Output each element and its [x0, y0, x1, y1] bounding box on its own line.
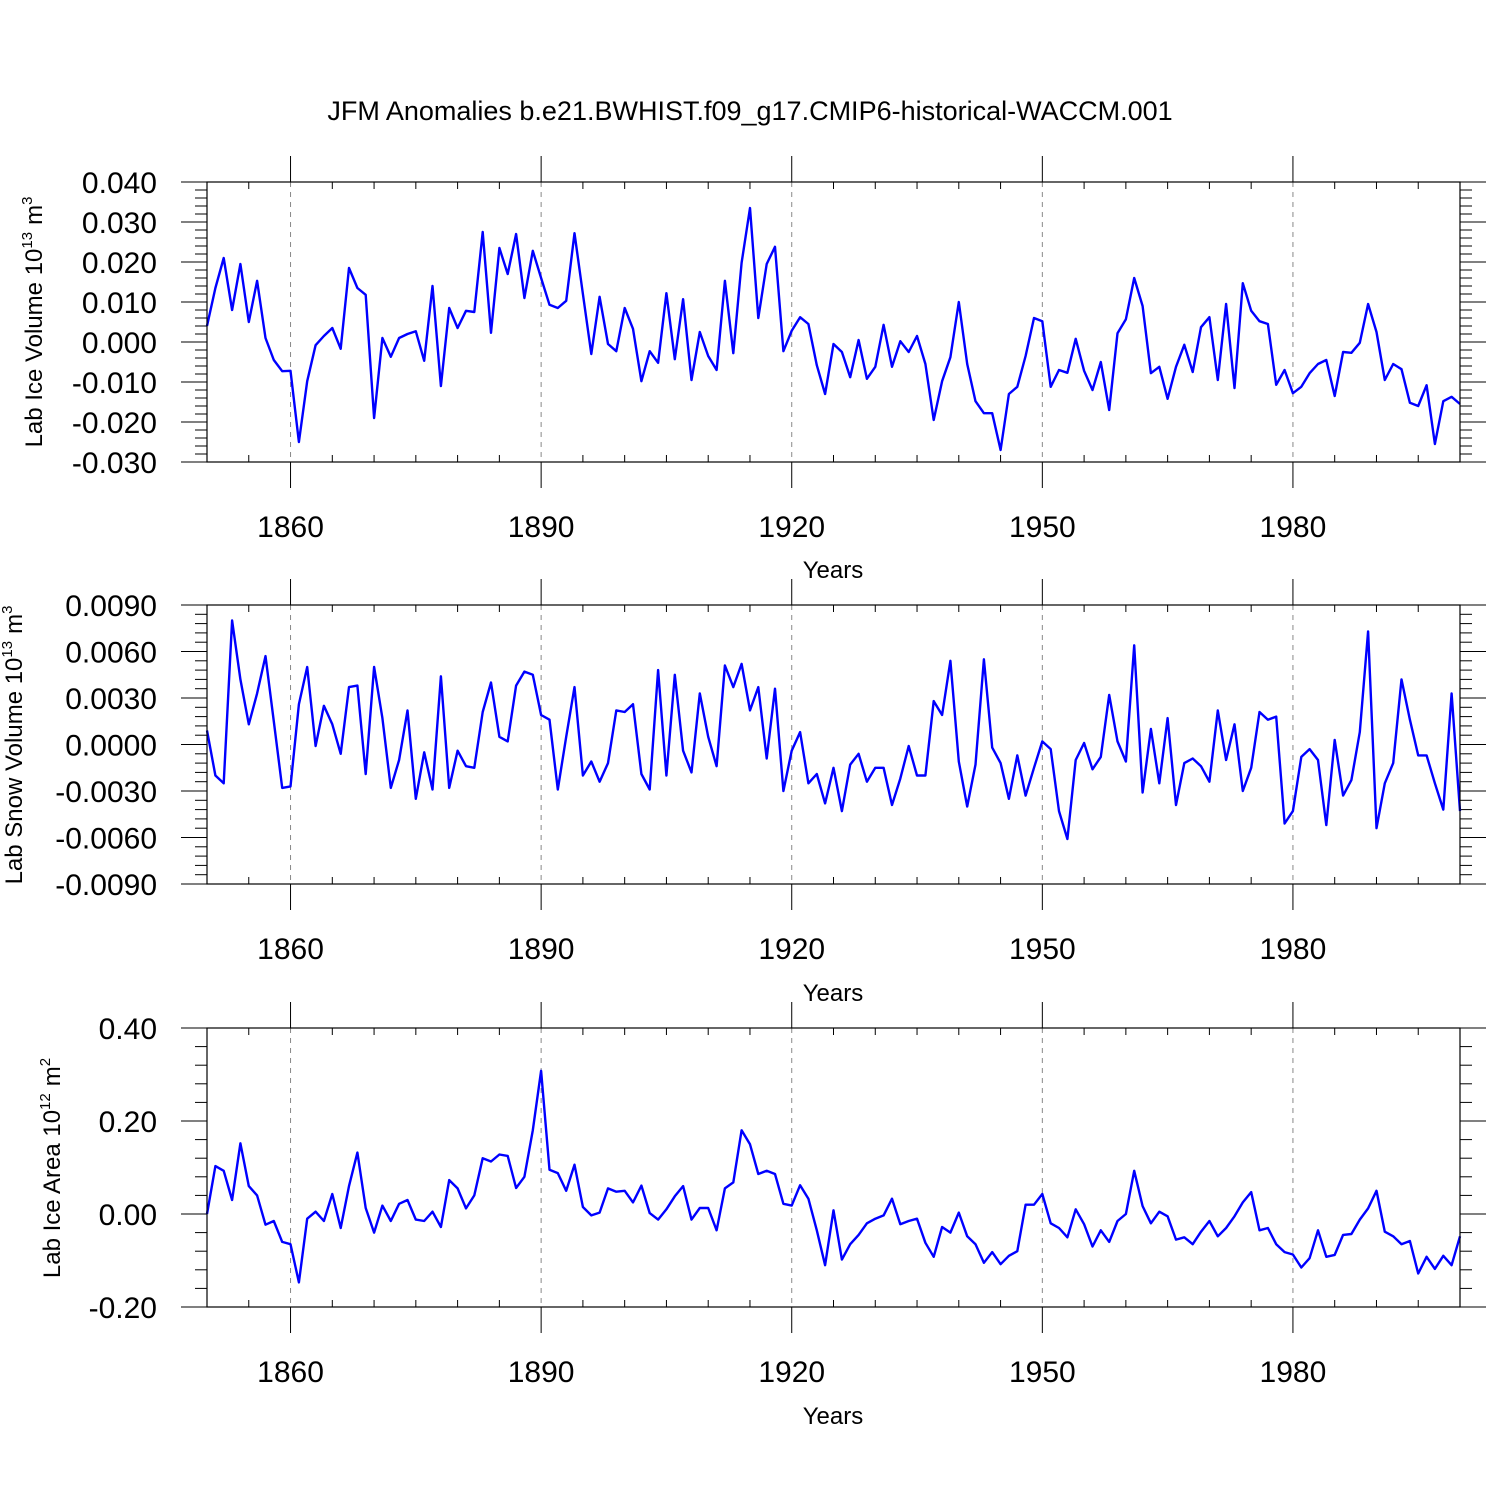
ylabel-unit-exponent: 2: [37, 1058, 54, 1066]
y-tick-label: 0.0060: [65, 637, 157, 670]
plot-frame: [206, 604, 1461, 885]
plot-frame: [206, 1027, 1461, 1308]
panel-ice-volume: Lab Ice Volume 1013 m3 Years 1860 1890 1920…: [19, 156, 1486, 584]
x-tick-label: 1860: [257, 1356, 324, 1389]
y-tick-label: 0.010: [82, 287, 157, 320]
y-tick-label: -0.010: [72, 367, 157, 400]
y-tick-label: 0.030: [82, 207, 157, 240]
panel-ice-area-xlabel: Years: [803, 1403, 864, 1430]
x-tick-label: 1920: [758, 511, 825, 544]
y-tick-label: 0.040: [82, 167, 157, 200]
y-tick-label: 0.00: [99, 1199, 157, 1232]
y-tick-label: 0.40: [99, 1013, 157, 1046]
panel-ice-area-ylabel: Lab Ice Area 1012 m2: [37, 1058, 66, 1278]
panel-ice-area: Lab Ice Area 1012 m2 Years 1860 1890 1920 19…: [37, 1002, 1486, 1430]
y-tick-label: -0.0060: [55, 823, 157, 856]
x-tick-label: 1860: [257, 511, 324, 544]
y-tick-label: -0.0030: [55, 776, 157, 809]
x-tick-label: 1980: [1260, 511, 1327, 544]
ylabel-unit: m: [21, 205, 48, 225]
ylabel-unit: m: [39, 1066, 66, 1086]
ylabel-main: Lab Ice Volume 10: [21, 249, 48, 448]
chart-title: JFM Anomalies b.e21.BWHIST.f09_g17.CMIP6…: [327, 96, 1172, 126]
series-line: [205, 1069, 1462, 1284]
y-tick-label: -0.0090: [55, 869, 157, 902]
y-tick-label: -0.020: [72, 407, 157, 440]
x-tick-label: 1860: [257, 933, 324, 966]
ylabel-unit-exponent: 3: [19, 197, 36, 205]
x-tick-label: 1920: [758, 1356, 825, 1389]
plot-frame: [206, 181, 1461, 463]
y-tick-label: 0.20: [99, 1106, 157, 1139]
x-tick-label: 1950: [1009, 511, 1076, 544]
series-line: [205, 206, 1461, 452]
x-tick-label: 1950: [1009, 1356, 1076, 1389]
x-tick-label: 1890: [508, 1356, 575, 1389]
series-line: [205, 619, 1462, 841]
y-tick-label: 0.0000: [65, 730, 157, 763]
ylabel-main: Lab Ice Area 10: [39, 1110, 66, 1278]
ylabel-unit: m: [1, 614, 28, 634]
y-tick-label: 0.000: [82, 327, 157, 360]
ylabel-exponent: 13: [0, 641, 16, 658]
x-tick-label: 1890: [508, 511, 575, 544]
y-tick-label: -0.20: [89, 1292, 157, 1325]
x-tick-label: 1980: [1260, 933, 1327, 966]
panel-ice-volume-xlabel: Years: [803, 557, 864, 584]
panel-ice-volume-ylabel: Lab Ice Volume 1013 m3: [19, 197, 48, 448]
ylabel-exponent: 13: [19, 232, 36, 249]
x-tick-label: 1890: [508, 933, 575, 966]
y-tick-label: -0.030: [72, 447, 157, 480]
ylabel-exponent: 12: [37, 1093, 54, 1110]
y-tick-label: 0.0090: [65, 590, 157, 623]
ylabel-main: Lab Snow Volume 10: [1, 658, 28, 885]
panel-snow-volume: Lab Snow Volume 1013 m3 Years 1860 1890 192…: [0, 579, 1486, 1007]
x-tick-label: 1920: [758, 933, 825, 966]
ylabel-unit-exponent: 3: [0, 606, 16, 614]
x-tick-label: 1980: [1260, 1356, 1327, 1389]
y-tick-label: 0.0030: [65, 683, 157, 716]
x-tick-label: 1950: [1009, 933, 1076, 966]
panel-snow-volume-xlabel: Years: [803, 980, 864, 1007]
y-tick-label: 0.020: [82, 247, 157, 280]
panel-snow-volume-ylabel: Lab Snow Volume 1013 m3: [0, 606, 28, 885]
